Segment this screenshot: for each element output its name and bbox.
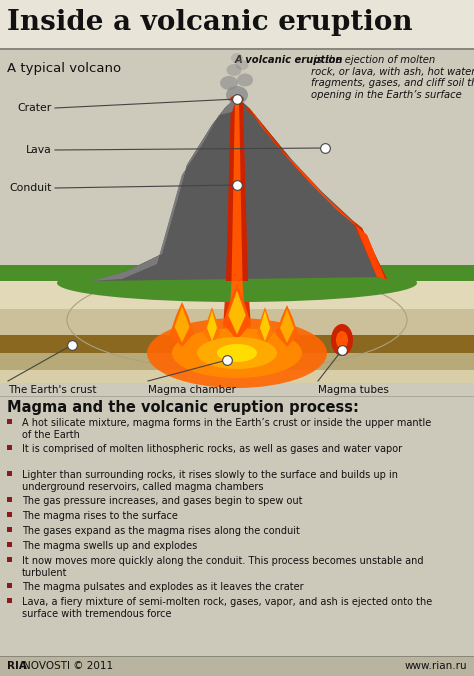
FancyBboxPatch shape xyxy=(0,353,474,370)
Polygon shape xyxy=(207,311,217,341)
FancyBboxPatch shape xyxy=(67,281,407,309)
Text: RIA: RIA xyxy=(7,661,27,671)
FancyBboxPatch shape xyxy=(67,335,407,353)
Polygon shape xyxy=(260,311,270,341)
Text: A volcanic eruption: A volcanic eruption xyxy=(235,55,344,65)
FancyBboxPatch shape xyxy=(7,471,12,476)
Ellipse shape xyxy=(217,344,257,362)
Ellipse shape xyxy=(231,53,243,63)
Text: A hot silicate mixture, magma forms in the Earth’s crust or inside the upper man: A hot silicate mixture, magma forms in t… xyxy=(22,418,431,439)
FancyBboxPatch shape xyxy=(67,370,407,383)
Polygon shape xyxy=(204,307,220,345)
Ellipse shape xyxy=(230,95,244,103)
Ellipse shape xyxy=(67,270,407,370)
FancyBboxPatch shape xyxy=(0,656,474,676)
Ellipse shape xyxy=(220,76,238,90)
FancyBboxPatch shape xyxy=(7,527,12,532)
FancyBboxPatch shape xyxy=(7,598,12,603)
FancyBboxPatch shape xyxy=(67,265,407,281)
FancyBboxPatch shape xyxy=(0,370,474,383)
Text: Lava, a fiery mixture of semi-molten rock, gases, vapor, and ash is ejected onto: Lava, a fiery mixture of semi-molten roc… xyxy=(22,597,432,619)
FancyBboxPatch shape xyxy=(67,353,407,370)
Ellipse shape xyxy=(147,318,327,388)
Text: Crater: Crater xyxy=(18,103,52,113)
Polygon shape xyxy=(276,305,298,347)
Ellipse shape xyxy=(57,264,417,302)
Text: Conduit: Conduit xyxy=(9,183,52,193)
Text: Magma chamber: Magma chamber xyxy=(148,385,236,395)
FancyBboxPatch shape xyxy=(0,265,474,281)
Text: Lighter than surrounding rocks, it rises slowly to the surface and builds up in : Lighter than surrounding rocks, it rises… xyxy=(22,470,398,491)
FancyBboxPatch shape xyxy=(0,0,474,48)
Text: Lava: Lava xyxy=(26,145,52,155)
Polygon shape xyxy=(251,110,385,279)
Text: Inside a volcanic eruption: Inside a volcanic eruption xyxy=(7,9,413,36)
Ellipse shape xyxy=(336,331,348,349)
Polygon shape xyxy=(226,100,248,281)
FancyBboxPatch shape xyxy=(0,335,474,353)
FancyBboxPatch shape xyxy=(0,353,474,370)
Polygon shape xyxy=(228,281,246,345)
Ellipse shape xyxy=(227,64,241,76)
FancyBboxPatch shape xyxy=(7,445,12,450)
Polygon shape xyxy=(92,97,385,281)
Polygon shape xyxy=(226,100,248,281)
Polygon shape xyxy=(223,285,251,340)
Polygon shape xyxy=(245,108,387,279)
Polygon shape xyxy=(231,100,243,281)
FancyBboxPatch shape xyxy=(0,48,474,49)
FancyBboxPatch shape xyxy=(0,396,474,676)
Ellipse shape xyxy=(172,328,302,378)
FancyBboxPatch shape xyxy=(67,309,407,335)
Polygon shape xyxy=(170,302,194,347)
Text: It now moves more quickly along the conduit. This process becomes unstable and t: It now moves more quickly along the cond… xyxy=(22,556,423,577)
FancyBboxPatch shape xyxy=(7,557,12,562)
FancyBboxPatch shape xyxy=(7,512,12,517)
Polygon shape xyxy=(280,309,294,343)
Polygon shape xyxy=(228,291,246,335)
Ellipse shape xyxy=(226,86,248,104)
FancyBboxPatch shape xyxy=(7,419,12,424)
Polygon shape xyxy=(257,307,273,345)
FancyBboxPatch shape xyxy=(0,49,474,395)
Text: is the ejection of molten
rock, or lava, with ash, hot water, rock
fragments, ga: is the ejection of molten rock, or lava,… xyxy=(311,55,474,100)
Ellipse shape xyxy=(197,337,277,369)
FancyBboxPatch shape xyxy=(7,497,12,502)
Text: The magma pulsates and explodes as it leaves the crater: The magma pulsates and explodes as it le… xyxy=(22,582,304,592)
Text: The magma rises to the surface: The magma rises to the surface xyxy=(22,511,178,521)
Polygon shape xyxy=(231,100,243,281)
Text: NOVOSTI © 2011: NOVOSTI © 2011 xyxy=(23,661,113,671)
FancyBboxPatch shape xyxy=(0,396,474,397)
Text: Magma and the volcanic eruption process:: Magma and the volcanic eruption process: xyxy=(7,400,359,415)
Ellipse shape xyxy=(237,74,253,87)
FancyBboxPatch shape xyxy=(0,309,474,335)
Text: It is comprised of molten lithospheric rocks, as well as gases and water vapor: It is comprised of molten lithospheric r… xyxy=(22,444,402,454)
Polygon shape xyxy=(251,110,385,279)
Polygon shape xyxy=(245,108,387,279)
Polygon shape xyxy=(92,97,237,281)
FancyBboxPatch shape xyxy=(0,265,474,281)
Ellipse shape xyxy=(67,270,407,370)
Text: A typical volcano: A typical volcano xyxy=(7,62,121,75)
Text: The Earth's crust: The Earth's crust xyxy=(8,385,97,395)
FancyBboxPatch shape xyxy=(7,583,12,588)
Polygon shape xyxy=(92,97,385,281)
Text: The gases expand as the magma rises along the conduit: The gases expand as the magma rises alon… xyxy=(22,526,300,536)
Polygon shape xyxy=(222,281,252,345)
Polygon shape xyxy=(174,306,190,343)
Text: www.rian.ru: www.rian.ru xyxy=(404,661,467,671)
Polygon shape xyxy=(92,97,237,281)
FancyBboxPatch shape xyxy=(0,335,474,353)
FancyBboxPatch shape xyxy=(7,542,12,547)
FancyBboxPatch shape xyxy=(0,281,474,309)
FancyBboxPatch shape xyxy=(0,370,474,383)
FancyBboxPatch shape xyxy=(0,656,474,657)
Text: The gas pressure increases, and gases begin to spew out: The gas pressure increases, and gases be… xyxy=(22,496,302,506)
Ellipse shape xyxy=(331,324,353,356)
Text: Magma tubes: Magma tubes xyxy=(318,385,389,395)
Ellipse shape xyxy=(236,60,248,70)
Text: The magma swells up and explodes: The magma swells up and explodes xyxy=(22,541,197,551)
FancyBboxPatch shape xyxy=(0,281,474,309)
FancyBboxPatch shape xyxy=(0,309,474,335)
